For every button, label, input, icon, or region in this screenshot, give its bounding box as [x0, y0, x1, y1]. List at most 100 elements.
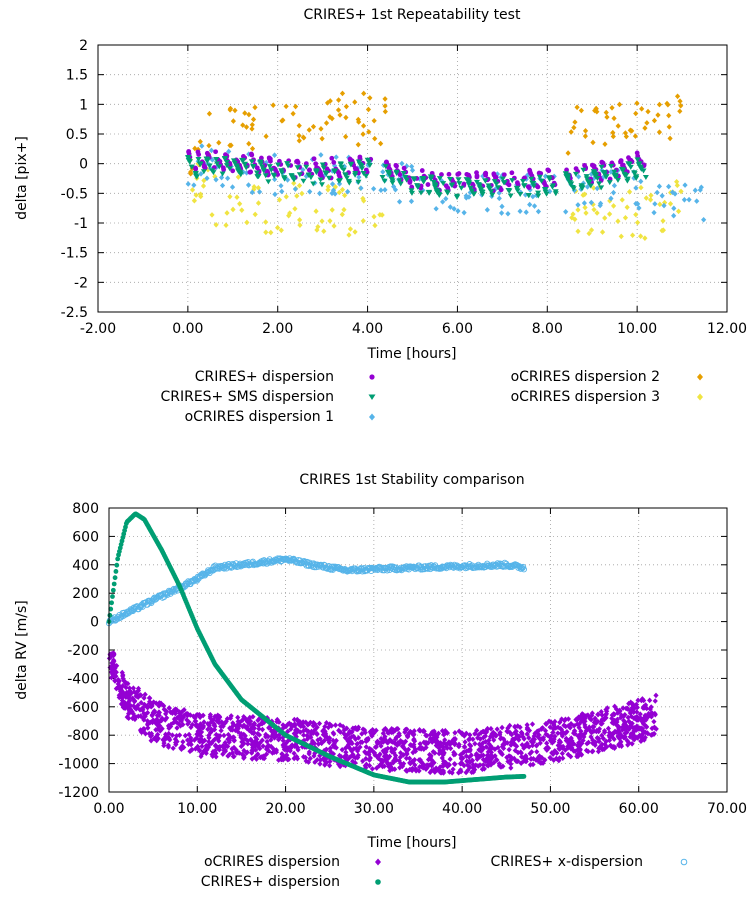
chart1-point — [224, 210, 230, 216]
chart2-point — [448, 745, 454, 752]
chart1-point — [659, 192, 665, 199]
chart1-point — [593, 105, 599, 112]
chart2-ylabel: delta RV [m/s] — [14, 600, 30, 699]
chart2-point — [358, 739, 364, 746]
legend2-marker-crires-dispersion — [375, 879, 381, 885]
chart2-point — [559, 733, 566, 739]
chart2-point — [378, 743, 384, 749]
chart1-point — [659, 227, 665, 234]
chart2-point — [178, 745, 184, 751]
chart1-ytick-label: -1.5 — [61, 246, 88, 262]
chart1-point — [564, 167, 569, 173]
chart1-point — [306, 167, 312, 173]
chart2-point — [185, 721, 191, 727]
chart2-point — [272, 747, 278, 754]
chart1-point — [587, 183, 594, 189]
chart2-point — [149, 712, 155, 719]
chart1-point — [276, 196, 283, 203]
chart2-point — [235, 729, 241, 735]
chart2-point — [388, 745, 394, 752]
chart1-point — [229, 184, 236, 190]
chart2-point — [217, 732, 223, 739]
chart2-point — [411, 744, 417, 750]
chart2-point — [407, 760, 413, 766]
chart1-point — [330, 187, 337, 194]
chart2-point — [615, 733, 621, 739]
chart1-point — [496, 195, 502, 202]
chart2-point — [184, 581, 191, 588]
chart1-point — [444, 190, 451, 196]
chart1-point — [624, 204, 630, 211]
chart1-point — [255, 200, 262, 206]
chart2-point — [388, 738, 394, 745]
chart2-point — [408, 766, 414, 773]
chart2-point — [321, 737, 327, 744]
chart2-point — [284, 747, 291, 754]
chart2-point — [469, 769, 475, 776]
chart1-point — [619, 197, 625, 203]
chart1-point — [590, 169, 597, 175]
chart1-point — [192, 171, 199, 177]
chart2-point — [529, 749, 535, 755]
chart2-point — [397, 754, 403, 761]
chart2-point — [458, 756, 465, 762]
chart2-point — [582, 724, 588, 730]
chart2-point — [374, 738, 381, 745]
chart2-point — [163, 708, 170, 715]
chart1-point — [671, 212, 677, 219]
chart2-point — [494, 726, 500, 732]
chart2-point — [423, 732, 429, 739]
chart1-point — [227, 193, 233, 200]
chart1-point — [455, 171, 461, 177]
chart2-point — [639, 696, 645, 702]
chart1-point — [500, 180, 507, 186]
chart1-point — [371, 186, 377, 192]
chart1-point — [195, 149, 201, 155]
chart2-point — [643, 724, 650, 730]
chart2-point — [126, 698, 132, 705]
chart2-point — [480, 734, 487, 741]
chart2-point — [521, 755, 527, 761]
chart2-point — [599, 720, 605, 727]
chart2-point — [432, 750, 438, 756]
chart2-point — [576, 714, 582, 720]
chart2-point — [596, 745, 602, 752]
chart2-point — [120, 683, 126, 689]
chart2-point — [475, 763, 481, 769]
chart1-point — [634, 150, 640, 156]
chart2-point — [431, 759, 437, 766]
chart2-point — [524, 725, 530, 731]
chart2-point — [649, 710, 655, 716]
chart2-point — [598, 709, 604, 715]
chart2-point — [609, 719, 615, 726]
chart2-point — [251, 729, 257, 736]
chart1-point — [571, 124, 577, 131]
chart2-point — [642, 734, 648, 741]
chart2-point — [138, 699, 144, 706]
chart1-point — [624, 178, 631, 184]
chart1-point — [506, 188, 513, 194]
chart2-point — [640, 705, 646, 711]
chart1-point — [633, 174, 640, 180]
chart2-point — [328, 722, 335, 729]
chart2-point — [231, 744, 237, 751]
chart1-point — [259, 164, 266, 170]
chart1-point — [213, 149, 219, 155]
chart2-point — [250, 740, 256, 747]
chart1-point — [677, 108, 683, 115]
chart1-point — [583, 176, 590, 182]
chart2-ytick-label: 400 — [72, 558, 99, 574]
chart2-point — [512, 747, 518, 754]
chart1-point — [456, 181, 463, 187]
chart1-point — [221, 156, 228, 162]
chart1-point — [569, 214, 575, 221]
chart2-point — [504, 740, 511, 746]
chart1-point — [325, 186, 331, 193]
chart1-point — [657, 201, 663, 208]
chart2-point — [635, 735, 641, 741]
chart2-point — [291, 750, 297, 757]
chart2-point — [521, 758, 527, 764]
chart1-point — [223, 160, 230, 166]
chart2-point — [572, 748, 578, 755]
chart1-point — [352, 171, 359, 177]
